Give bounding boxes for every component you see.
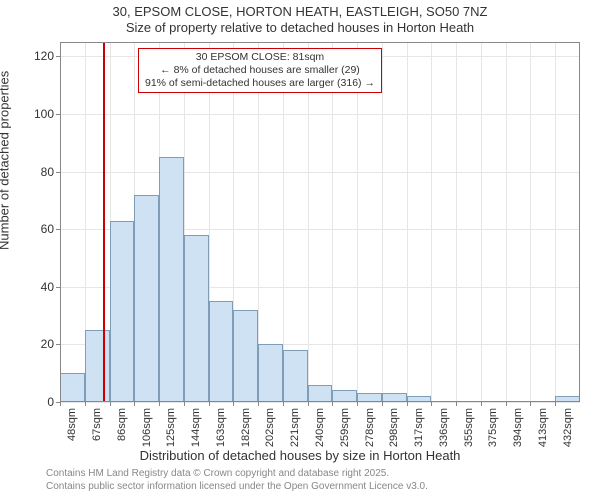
x-tick-label: 240sqm (314, 408, 326, 447)
x-tick-mark (184, 402, 185, 406)
y-tick-label: 100 (24, 107, 54, 121)
x-tick-label: 202sqm (264, 408, 276, 447)
x-tick-label: 48sqm (66, 408, 78, 441)
x-tick-label: 413sqm (537, 408, 549, 447)
x-tick-label: 182sqm (240, 408, 252, 447)
y-tick-label: 80 (24, 165, 54, 179)
x-tick-mark (159, 402, 160, 406)
footer-line1: Contains HM Land Registry data © Crown c… (46, 468, 389, 479)
chart-title-line2: Size of property relative to detached ho… (0, 20, 600, 35)
y-axis-label: Number of detached properties (0, 71, 12, 250)
y-tick-label: 120 (24, 49, 54, 63)
x-tick-label: 259sqm (339, 408, 351, 447)
x-tick-mark (283, 402, 284, 406)
x-tick-mark (530, 402, 531, 406)
y-tick-label: 20 (24, 337, 54, 351)
x-tick-mark (308, 402, 309, 406)
x-tick-mark (481, 402, 482, 406)
x-tick-mark (357, 402, 358, 406)
x-tick-mark (407, 402, 408, 406)
x-tick-mark (209, 402, 210, 406)
x-tick-label: 86sqm (116, 408, 128, 441)
x-tick-label: 375sqm (487, 408, 499, 447)
x-tick-label: 355sqm (463, 408, 475, 447)
x-tick-label: 106sqm (141, 408, 153, 447)
x-tick-mark (60, 402, 61, 406)
y-tick-label: 40 (24, 280, 54, 294)
x-tick-mark (110, 402, 111, 406)
x-tick-label: 125sqm (165, 408, 177, 447)
x-tick-mark (332, 402, 333, 406)
x-tick-mark (233, 402, 234, 406)
x-tick-mark (456, 402, 457, 406)
x-axis-label: Distribution of detached houses by size … (0, 448, 600, 463)
x-tick-mark (555, 402, 556, 406)
y-tick-label: 60 (24, 222, 54, 236)
x-tick-label: 221sqm (289, 408, 301, 447)
plot-border (60, 42, 580, 402)
x-tick-label: 67sqm (91, 408, 103, 441)
x-tick-mark (85, 402, 86, 406)
x-tick-mark (134, 402, 135, 406)
x-tick-label: 298sqm (388, 408, 400, 447)
y-tick-label: 0 (24, 395, 54, 409)
x-tick-label: 278sqm (364, 408, 376, 447)
x-tick-label: 144sqm (190, 408, 202, 447)
x-tick-mark (382, 402, 383, 406)
plot-area: 02040608010012048sqm67sqm86sqm106sqm125s… (60, 42, 580, 402)
x-tick-mark (506, 402, 507, 406)
x-tick-mark (431, 402, 432, 406)
chart-container: 30, EPSOM CLOSE, HORTON HEATH, EASTLEIGH… (0, 0, 600, 500)
gridline-h (60, 402, 580, 403)
x-tick-label: 336sqm (438, 408, 450, 447)
x-tick-mark (258, 402, 259, 406)
x-tick-label: 394sqm (512, 408, 524, 447)
chart-title-line1: 30, EPSOM CLOSE, HORTON HEATH, EASTLEIGH… (0, 4, 600, 19)
footer-line2: Contains public sector information licen… (46, 481, 428, 492)
x-tick-label: 317sqm (413, 408, 425, 447)
x-tick-label: 163sqm (215, 408, 227, 447)
x-tick-label: 432sqm (562, 408, 574, 447)
